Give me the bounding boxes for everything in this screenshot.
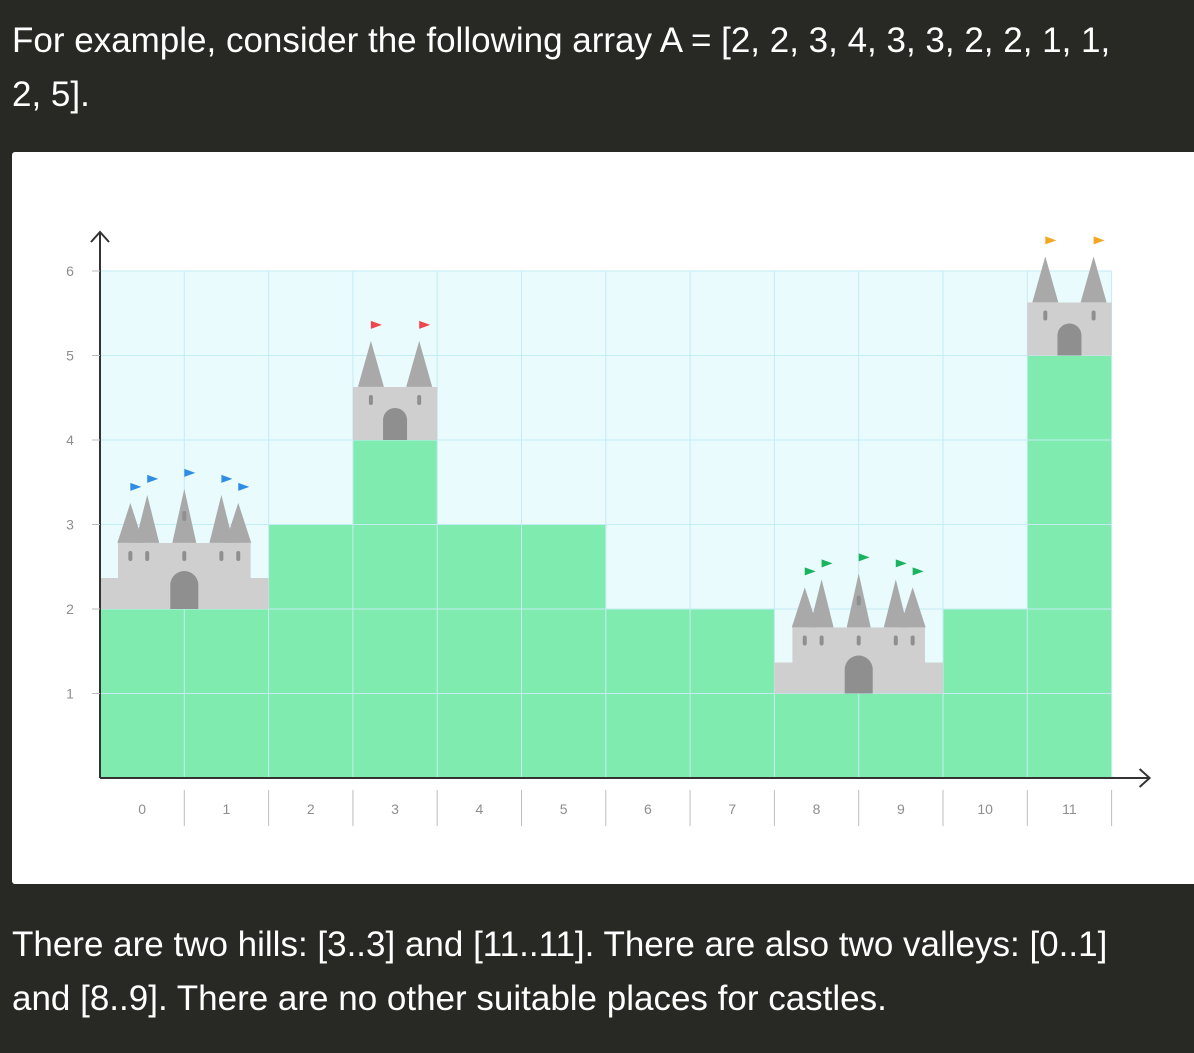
castle-roof [135,494,160,543]
y-ticks-group: 1 2 3 4 5 6 [66,263,100,702]
castle-window [368,395,373,405]
intro-line-1: For example, consider the following arra… [12,21,1111,60]
y-tick-label: 3 [66,517,74,533]
castle-roof [1080,256,1107,303]
x-tick-label: 11 [1062,801,1077,817]
castle-flag [130,482,142,491]
castle-window [856,595,861,606]
castle-hill-3 [352,320,438,440]
castle-roof [883,579,908,628]
axes-group [90,230,1152,788]
bar-9 [858,693,944,778]
castle-flag [804,567,816,576]
castle-roof [809,579,834,628]
castle-door [383,408,408,440]
x-tick-label: 10 [977,801,993,817]
x-tick-label: 8 [813,801,821,817]
castle-flag [858,553,870,562]
outro-line-1: There are two hills: [3..3] and [11..11]… [12,925,1108,964]
bar-4 [437,524,522,778]
x-ticks-group: 0 1 2 3 4 5 6 7 8 9 10 11 [138,790,1113,826]
castle-flag [912,567,924,576]
outro-paragraph: There are two hills: [3..3] and [11..11]… [12,918,1194,1026]
x-tick-label: 9 [897,801,905,817]
castle-flag [147,474,159,483]
castle-window [1043,310,1048,321]
castle-door [844,655,873,694]
castle-valley-0 [100,468,269,609]
bar-11 [1027,355,1112,778]
castle-flag [370,320,382,329]
castle-roof [209,494,234,543]
bar-2 [268,524,354,778]
castle-window [819,635,824,646]
castle-window [1091,310,1096,321]
x-axis-arrow [1138,768,1152,788]
castle-flag [238,482,250,491]
castle-roof [357,340,384,387]
castles-figure: 1 2 3 4 5 6 0 1 2 3 4 5 6 7 8 9 10 11 [12,152,1194,884]
castles-chart: 1 2 3 4 5 6 0 1 2 3 4 5 6 7 8 9 10 11 [66,230,1152,826]
castle-door [170,571,199,609]
castle-flag [821,559,833,568]
castle-window [910,635,915,646]
castle-window [417,395,422,405]
x-tick-label: 3 [391,801,399,817]
y-tick-label: 1 [66,686,74,702]
y-tick-label: 4 [66,432,74,448]
castle-roof [1032,256,1059,303]
castle-hill-11 [1027,236,1112,356]
bar-8 [774,693,860,778]
bar-5 [521,524,607,778]
outro-line-2: and [8..9]. There are no other suitable … [12,979,887,1018]
x-tick-label: 4 [475,801,483,817]
castle-flag [895,559,907,568]
x-tick-label: 7 [728,801,736,817]
x-tick-label: 5 [560,801,568,817]
castle-window [219,551,224,561]
x-tick-label: 0 [138,801,146,817]
x-tick-label: 6 [644,801,652,817]
castle-roof [406,340,433,387]
intro-line-2: 2, 5]. [12,75,90,114]
castle-window [856,635,861,646]
castle-roof [225,502,252,543]
castle-valley-8 [774,553,943,694]
x-tick-label: 2 [307,801,315,817]
castle-window [145,551,150,561]
castle-flag [184,468,196,477]
castle-window [236,551,241,561]
x-tick-label: 1 [223,801,231,817]
castle-window [802,635,807,646]
y-tick-label: 5 [66,348,74,364]
castle-flag [221,474,233,483]
castle-window [182,511,187,521]
castle-door [1057,323,1082,356]
y-tick-label: 6 [66,263,74,279]
castle-flag [419,320,431,329]
castle-flag [1045,236,1057,245]
castle-roof [791,587,818,628]
y-tick-label: 2 [66,601,74,617]
castle-roof [899,587,926,628]
intro-paragraph: For example, consider the following arra… [12,14,1194,122]
castle-window [893,635,898,646]
castle-window [128,551,133,561]
castle-window [182,551,187,561]
castle-roof [117,502,144,543]
y-axis-arrow [90,230,110,243]
castle-flag [1093,236,1105,245]
